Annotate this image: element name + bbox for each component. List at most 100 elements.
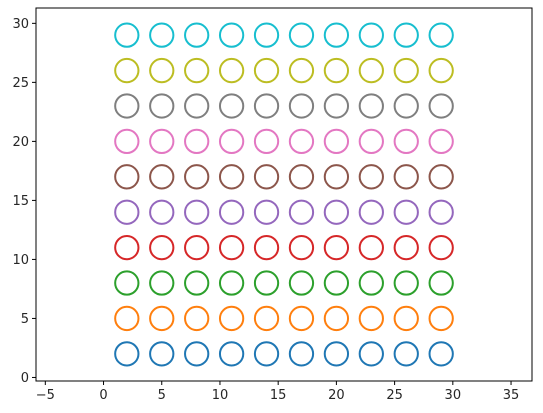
data-point xyxy=(184,234,210,261)
data-point xyxy=(149,234,175,261)
data-point xyxy=(288,164,315,190)
data-point xyxy=(358,305,384,332)
data-point xyxy=(428,199,454,225)
data-point xyxy=(149,270,175,296)
data-point xyxy=(114,128,140,155)
data-point xyxy=(288,305,315,332)
data-point xyxy=(184,93,210,119)
data-point xyxy=(393,341,419,367)
data-point xyxy=(323,22,350,48)
y-tick-label: 20 xyxy=(12,135,29,150)
data-point xyxy=(358,22,384,48)
data-point xyxy=(184,164,210,190)
data-point xyxy=(184,270,210,296)
data-point xyxy=(149,164,175,190)
data-point xyxy=(393,57,419,84)
data-point xyxy=(358,164,384,190)
data-point xyxy=(323,341,350,367)
series-row-9 xyxy=(114,22,454,48)
data-point xyxy=(218,164,245,190)
data-point xyxy=(184,305,210,332)
data-point xyxy=(114,199,140,225)
data-point xyxy=(358,270,384,296)
data-point xyxy=(393,22,419,48)
data-point xyxy=(358,128,384,155)
data-point xyxy=(218,199,245,225)
data-point xyxy=(253,128,280,155)
data-point xyxy=(358,93,384,119)
data-point xyxy=(428,234,454,261)
data-point xyxy=(149,57,175,84)
data-point xyxy=(218,341,245,367)
data-point xyxy=(323,164,350,190)
data-point xyxy=(253,199,280,225)
data-point xyxy=(218,305,245,332)
data-point xyxy=(149,22,175,48)
data-point xyxy=(393,199,419,225)
data-point xyxy=(253,341,280,367)
x-tick-label: 35 xyxy=(503,388,520,403)
data-point xyxy=(288,199,315,225)
y-tick-label: 30 xyxy=(12,17,29,32)
data-point xyxy=(114,164,140,190)
data-point xyxy=(184,341,210,367)
series-row-7 xyxy=(114,93,454,119)
series-row-0 xyxy=(114,341,454,367)
data-point xyxy=(393,164,419,190)
data-point xyxy=(323,57,350,84)
data-point xyxy=(428,93,454,119)
data-point xyxy=(428,128,454,155)
plot-area xyxy=(36,8,532,381)
data-point xyxy=(114,22,140,48)
x-tick-label: 5 xyxy=(158,388,166,403)
series-row-5 xyxy=(114,164,454,190)
data-point xyxy=(253,270,280,296)
data-point xyxy=(393,93,419,119)
data-point xyxy=(253,93,280,119)
x-tick-label: 15 xyxy=(270,388,287,403)
data-point xyxy=(114,305,140,332)
plot-background xyxy=(36,8,532,381)
data-point xyxy=(323,234,350,261)
series-row-3 xyxy=(114,234,454,261)
data-point xyxy=(114,57,140,84)
series-row-2 xyxy=(114,270,454,296)
data-point xyxy=(149,305,175,332)
data-point xyxy=(428,57,454,84)
x-tick-label: 20 xyxy=(328,388,345,403)
data-point xyxy=(288,22,315,48)
data-point xyxy=(288,93,315,119)
data-point xyxy=(218,93,245,119)
data-point xyxy=(218,22,245,48)
data-point xyxy=(358,199,384,225)
data-point xyxy=(288,270,315,296)
data-point xyxy=(393,128,419,155)
y-tick-label: 10 xyxy=(12,253,29,268)
series-row-6 xyxy=(114,128,454,155)
y-tick-label: 5 xyxy=(21,312,29,327)
data-point xyxy=(393,270,419,296)
data-point xyxy=(218,270,245,296)
y-tick-label: 15 xyxy=(12,194,29,209)
data-point xyxy=(428,164,454,190)
data-point xyxy=(358,341,384,367)
data-point xyxy=(393,305,419,332)
y-tick-label: 0 xyxy=(21,371,29,386)
data-point xyxy=(114,341,140,367)
x-tick-label: 10 xyxy=(212,388,229,403)
data-point xyxy=(358,57,384,84)
data-point xyxy=(323,270,350,296)
y-axis: 0 5 10 15 20 25 30 xyxy=(12,17,36,386)
data-point xyxy=(288,341,315,367)
data-point xyxy=(184,57,210,84)
data-point xyxy=(428,305,454,332)
axes-frame xyxy=(35,7,533,382)
data-point xyxy=(253,22,280,48)
data-point xyxy=(323,199,350,225)
data-point xyxy=(253,57,280,84)
data-point xyxy=(114,270,140,296)
series-row-4 xyxy=(114,199,454,225)
x-tick-label: −5 xyxy=(36,388,55,403)
x-tick-label: 0 xyxy=(99,388,107,403)
